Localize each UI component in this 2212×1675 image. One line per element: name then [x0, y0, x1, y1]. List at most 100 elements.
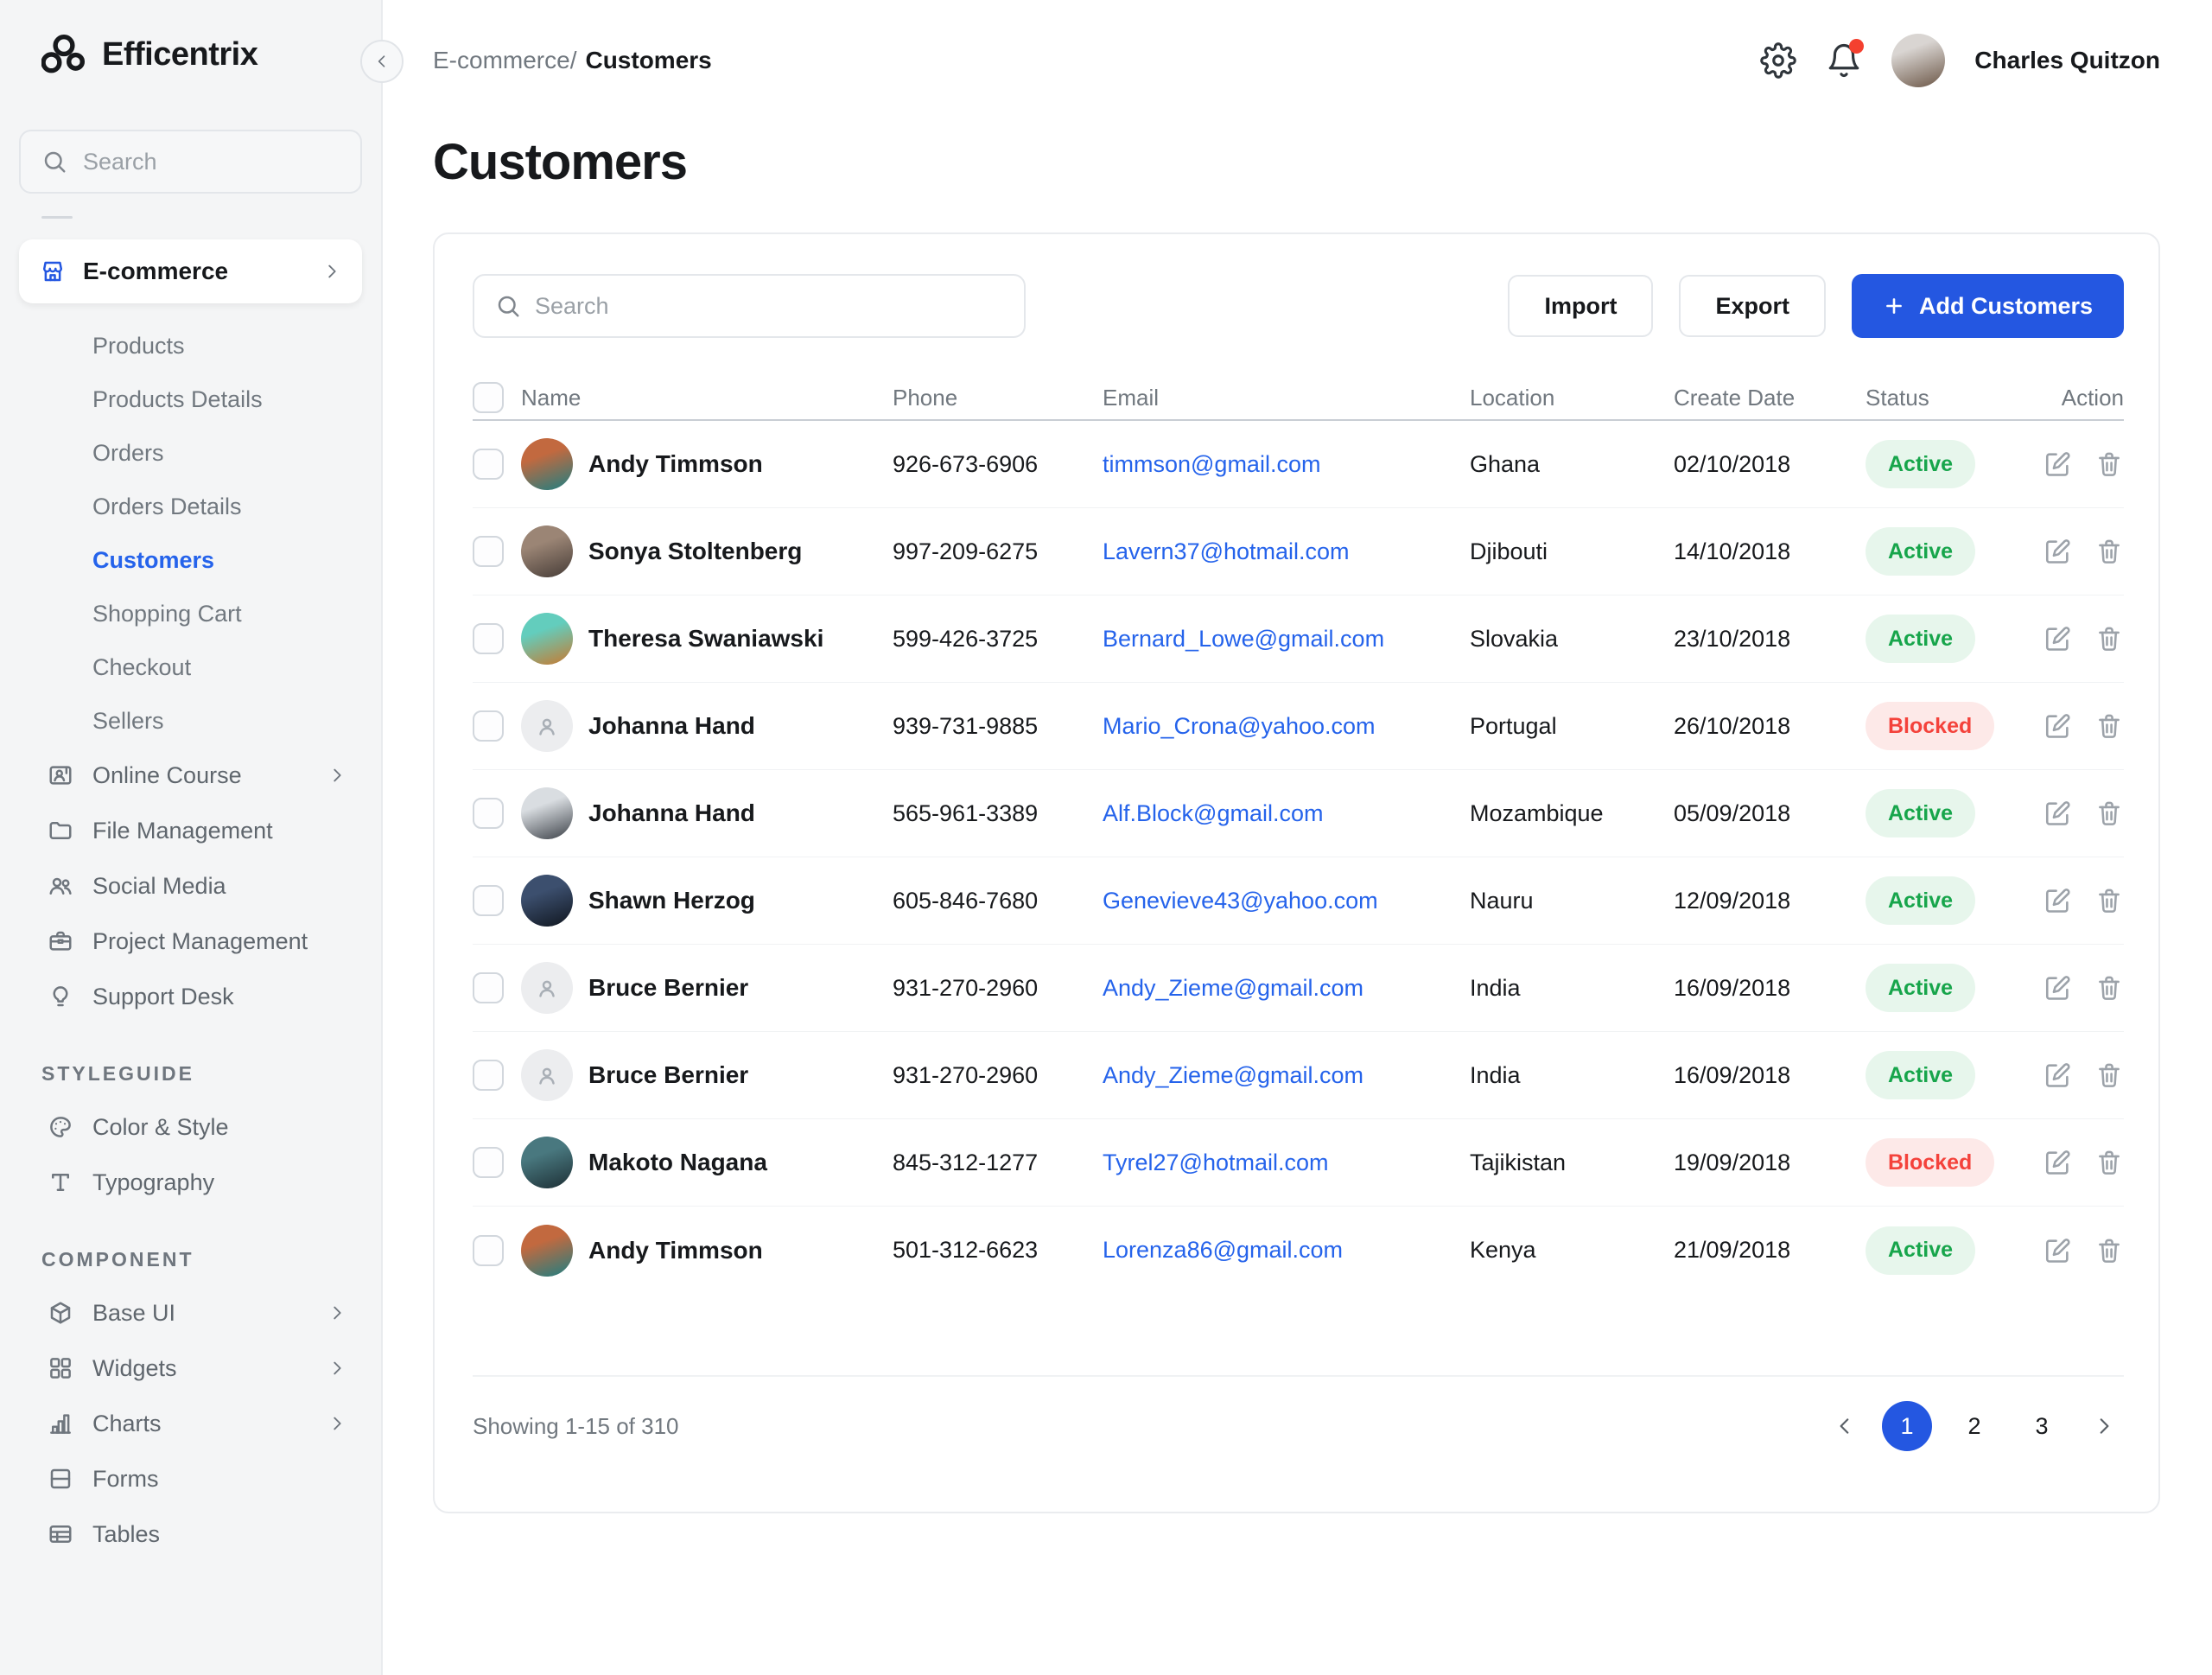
row-checkbox[interactable] — [473, 1234, 504, 1266]
sidebar-item-typography[interactable]: Typography — [0, 1155, 381, 1210]
customer-email-link[interactable]: Alf.Block@gmail.com — [1103, 799, 1324, 826]
customer-location: Slovakia — [1470, 625, 1559, 652]
customer-phone: 931-270-2960 — [893, 974, 1039, 1001]
customer-email-link[interactable]: Lorenza86@gmail.com — [1103, 1237, 1344, 1263]
column-header-email[interactable]: Email — [1103, 385, 1470, 411]
column-header-location[interactable]: Location — [1470, 385, 1674, 411]
row-checkbox[interactable] — [473, 449, 504, 480]
trash-icon[interactable] — [2094, 1236, 2124, 1265]
row-checkbox[interactable] — [473, 798, 504, 829]
pagination-page-2[interactable]: 2 — [1967, 1412, 1981, 1439]
trash-icon[interactable] — [2094, 1148, 2124, 1177]
sidebar-item-file-management[interactable]: File Management — [0, 803, 381, 858]
pagination-page-1[interactable]: 1 — [1882, 1401, 1932, 1451]
sidebar-item-project-management[interactable]: Project Management — [0, 914, 381, 969]
column-header-phone[interactable]: Phone — [893, 385, 1103, 411]
column-header-name[interactable]: Name — [521, 385, 893, 411]
column-header-action[interactable]: Action — [2021, 385, 2124, 411]
sidebar-subitem-customers[interactable]: Customers — [92, 546, 215, 573]
avatar — [521, 787, 573, 839]
sidebar-item-widgets[interactable]: Widgets — [0, 1341, 381, 1396]
edit-icon[interactable] — [2043, 711, 2072, 741]
column-header-create-date[interactable]: Create Date — [1674, 385, 1866, 411]
export-button[interactable]: Export — [1679, 275, 1826, 337]
sidebar-subitem-orders-details[interactable]: Orders Details — [92, 493, 242, 519]
sidebar-item-charts[interactable]: Charts — [0, 1396, 381, 1451]
customer-name-cell: Andy Timmson — [521, 1224, 893, 1277]
edit-icon[interactable] — [2043, 1148, 2072, 1177]
row-checkbox[interactable] — [473, 710, 504, 742]
sidebar-subitem-shopping-cart[interactable]: Shopping Cart — [92, 600, 242, 627]
edit-icon[interactable] — [2043, 1236, 2072, 1265]
pagination-next-chevron-icon[interactable] — [2093, 1415, 2115, 1437]
trash-icon[interactable] — [2094, 449, 2124, 479]
sidebar-item-online-course[interactable]: Online Course — [0, 748, 381, 803]
customer-email-link[interactable]: Mario_Crona@yahoo.com — [1103, 712, 1376, 739]
sidebar-subitem-products[interactable]: Products — [92, 332, 185, 359]
user-name[interactable]: Charles Quitzon — [1974, 47, 2160, 73]
customer-email-cell: Lavern37@hotmail.com — [1103, 538, 1470, 565]
customer-email-link[interactable]: Andy_Zieme@gmail.com — [1103, 1061, 1364, 1088]
table-search-input[interactable] — [535, 292, 1003, 320]
trash-icon[interactable] — [2094, 537, 2124, 566]
customer-email-link[interactable]: Tyrel27@hotmail.com — [1103, 1149, 1329, 1175]
row-actions — [2021, 624, 2124, 653]
sidebar-item-color-style[interactable]: Color & Style — [0, 1099, 381, 1155]
trash-icon[interactable] — [2094, 973, 2124, 1003]
trash-icon[interactable] — [2094, 711, 2124, 741]
sidebar-item-forms[interactable]: Forms — [0, 1451, 381, 1506]
customer-email-link[interactable]: Andy_Zieme@gmail.com — [1103, 974, 1364, 1001]
edit-icon[interactable] — [2043, 449, 2072, 479]
customer-email-link[interactable]: Bernard_Lowe@gmail.com — [1103, 625, 1385, 652]
status-badge: Active — [1866, 789, 1976, 838]
trash-icon[interactable] — [2094, 624, 2124, 653]
customers-card: Import Export Add Customers Name Phone Ema… — [433, 232, 2160, 1513]
select-all-checkbox[interactable] — [473, 382, 504, 413]
edit-icon[interactable] — [2043, 624, 2072, 653]
sidebar-subitem-orders[interactable]: Orders — [92, 439, 164, 466]
add-customers-button[interactable]: Add Customers — [1851, 274, 2124, 338]
import-button[interactable]: Import — [1508, 275, 1654, 337]
edit-icon[interactable] — [2043, 973, 2072, 1003]
breadcrumb-parent[interactable]: E-commerce/ — [433, 47, 577, 73]
trash-icon[interactable] — [2094, 799, 2124, 828]
edit-icon[interactable] — [2043, 799, 2072, 828]
row-checkbox[interactable] — [473, 1147, 504, 1178]
row-checkbox[interactable] — [473, 885, 504, 916]
customer-status-cell: Active — [1866, 964, 2021, 1012]
sidebar-item-support-desk[interactable]: Support Desk — [0, 969, 381, 1024]
customer-location: Kenya — [1470, 1237, 1536, 1263]
sidebar-subitem-checkout[interactable]: Checkout — [92, 653, 192, 680]
customer-email-link[interactable]: Lavern37@hotmail.com — [1103, 538, 1350, 564]
gear-icon[interactable] — [1760, 42, 1797, 79]
edit-icon[interactable] — [2043, 886, 2072, 915]
trash-icon[interactable] — [2094, 1060, 2124, 1090]
pagination-page-3[interactable]: 3 — [2035, 1412, 2049, 1439]
customer-email-link[interactable]: Genevieve43@yahoo.com — [1103, 887, 1378, 914]
sidebar-item-ecommerce[interactable]: E-commerce — [19, 239, 362, 303]
column-header-label: Name — [521, 384, 582, 411]
row-checkbox[interactable] — [473, 972, 504, 1003]
sidebar-search-input[interactable] — [83, 148, 389, 175]
edit-icon[interactable] — [2043, 537, 2072, 566]
bell-icon[interactable] — [1826, 39, 1865, 79]
row-checkbox[interactable] — [473, 536, 504, 567]
column-header-status[interactable]: Status — [1866, 385, 2021, 411]
sidebar-item-label: Tables — [92, 1520, 161, 1547]
trash-icon[interactable] — [2094, 886, 2124, 915]
row-checkbox[interactable] — [473, 1060, 504, 1091]
sidebar-item-social-media[interactable]: Social Media — [0, 858, 381, 914]
sidebar-item-label: Project Management — [92, 927, 308, 954]
customer-location: Djibouti — [1470, 538, 1548, 564]
user-avatar[interactable] — [1891, 34, 1946, 87]
sidebar-item-tables[interactable]: Tables — [0, 1506, 381, 1562]
sidebar-subitem-sellers[interactable]: Sellers — [92, 707, 164, 734]
sidebar-collapse-button[interactable] — [360, 40, 404, 83]
sidebar-item-base-ui[interactable]: Base UI — [0, 1285, 381, 1341]
sidebar-subitem-products-details[interactable]: Products Details — [92, 385, 263, 412]
pagination-prev-chevron-icon[interactable] — [1834, 1415, 1856, 1437]
avatar — [521, 1137, 573, 1188]
row-checkbox[interactable] — [473, 623, 504, 654]
customer-email-link[interactable]: timmson@gmail.com — [1103, 450, 1321, 477]
edit-icon[interactable] — [2043, 1060, 2072, 1090]
